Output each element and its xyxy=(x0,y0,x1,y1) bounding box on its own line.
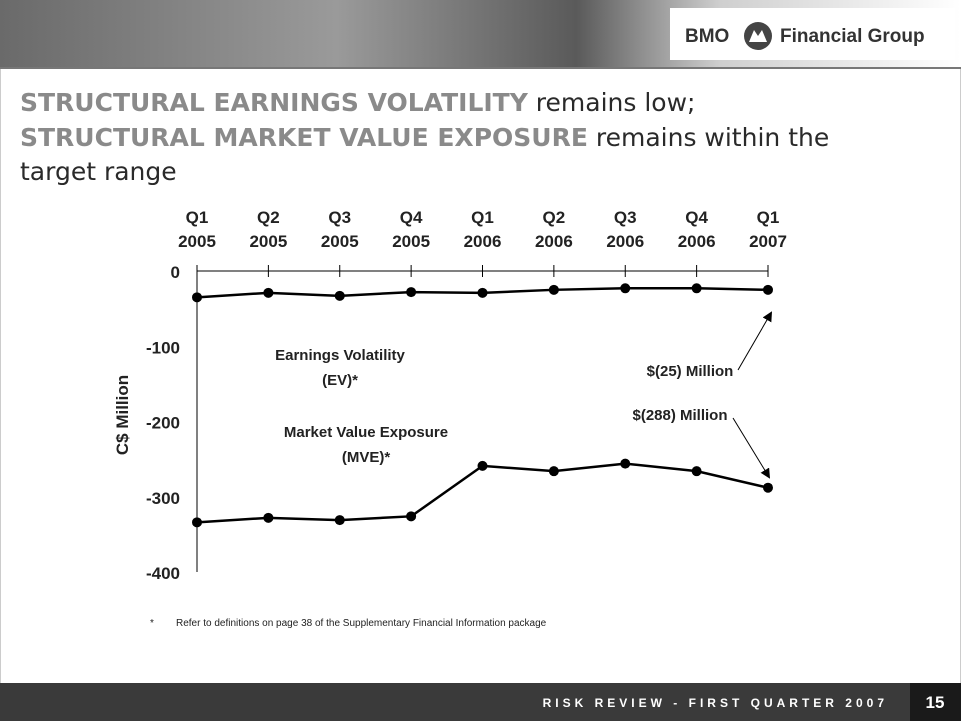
data-point xyxy=(192,292,202,302)
logo-right: Financial Group xyxy=(780,26,925,47)
y-tick-label: -100 xyxy=(146,338,180,357)
data-point xyxy=(335,515,345,525)
data-point xyxy=(549,466,559,476)
title-text: remains within the xyxy=(588,123,829,152)
y-tick-label: -300 xyxy=(146,489,180,508)
footnote: Refer to definitions on page 38 of the S… xyxy=(176,618,547,629)
data-point xyxy=(620,283,630,293)
title-line: STRUCTURAL MARKET VALUE EXPOSURE remains… xyxy=(20,123,829,152)
series-label: (MVE)* xyxy=(342,449,390,466)
data-point xyxy=(478,461,488,471)
series-label: (EV)* xyxy=(322,372,358,389)
series-label: Earnings Volatility xyxy=(275,347,405,364)
title-line: target range xyxy=(20,157,177,186)
title-text: remains low; xyxy=(528,88,696,117)
data-point xyxy=(620,459,630,469)
series-label: Market Value Exposure xyxy=(284,424,448,441)
data-point xyxy=(763,285,773,295)
data-point xyxy=(263,513,273,523)
data-point xyxy=(263,288,273,298)
logo-left: BMO xyxy=(685,26,729,47)
footnote-mark: * xyxy=(150,618,154,629)
data-point xyxy=(763,483,773,493)
y-axis-label: C$ Million xyxy=(113,375,132,455)
data-point xyxy=(192,517,202,527)
y-tick-label: 0 xyxy=(171,263,180,282)
footer-text: RISK REVIEW - FIRST QUARTER 2007 xyxy=(543,696,888,710)
data-point xyxy=(692,466,702,476)
title-emph: STRUCTURAL EARNINGS VOLATILITY xyxy=(20,88,529,117)
data-point xyxy=(335,291,345,301)
data-point xyxy=(692,283,702,293)
slide: BMO Financial Group STRUCTURAL EARNINGS … xyxy=(0,0,961,721)
annotation: $(25) Million xyxy=(647,363,734,380)
annotation: $(288) Million xyxy=(632,407,727,424)
data-point xyxy=(406,511,416,521)
data-point xyxy=(406,287,416,297)
page-number: 15 xyxy=(926,693,945,712)
title-line: STRUCTURAL EARNINGS VOLATILITY remains l… xyxy=(20,88,695,117)
y-tick-label: -400 xyxy=(146,564,180,583)
y-tick-label: -200 xyxy=(146,414,180,433)
data-point xyxy=(549,285,559,295)
data-point xyxy=(478,288,488,298)
title-emph: STRUCTURAL MARKET VALUE EXPOSURE xyxy=(20,123,588,152)
